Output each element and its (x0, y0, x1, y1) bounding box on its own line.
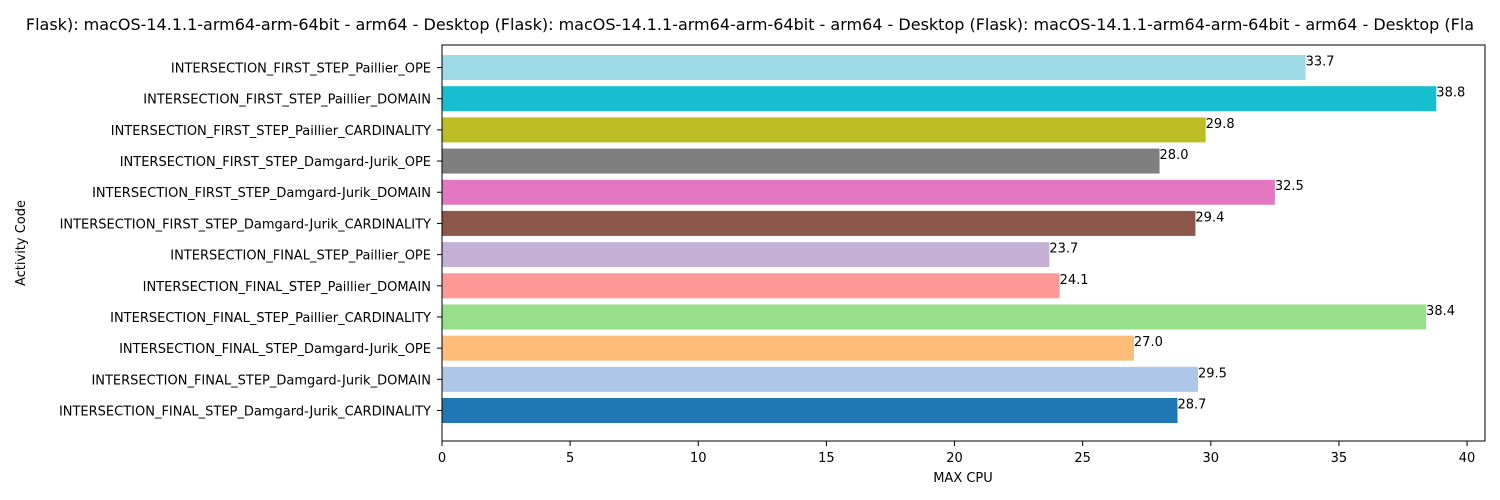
bar (442, 242, 1050, 268)
y-tick-label: INTERSECTION_FINAL_STEP_Paillier_DOMAIN (143, 280, 431, 295)
bars-group (442, 55, 1437, 423)
bar (442, 117, 1206, 143)
bar (442, 398, 1178, 423)
y-tick-label: INTERSECTION_FINAL_STEP_Paillier_OPE (170, 249, 431, 264)
bar-value-label: 24.1 (1060, 273, 1089, 288)
y-tick-label: INTERSECTION_FIRST_STEP_Paillier_CARDINA… (111, 124, 431, 139)
x-tick-label: 0 (438, 451, 446, 466)
bar-value-label: 28.7 (1177, 398, 1206, 413)
bar-value-label: 33.7 (1306, 55, 1335, 70)
plot-frame (441, 44, 1486, 442)
y-tick-label: INTERSECTION_FIRST_STEP_Damgard-Jurik_DO… (92, 186, 431, 201)
bar (442, 273, 1060, 299)
value-labels-group: 28.7 29.5 27.0 38.4 24.1 23.7 29.4 32.5 28.0 29.8… (1049, 55, 1465, 413)
bar (442, 210, 1196, 236)
bar-value-label: 38.8 (1436, 86, 1465, 101)
x-tick-label: 35 (1331, 451, 1348, 466)
bar (442, 335, 1134, 361)
y-tick-label: INTERSECTION_FIRST_STEP_Damgard-Jurik_OP… (120, 155, 431, 170)
bar-value-label: 28.0 (1160, 148, 1189, 163)
chart-title: Flask): macOS-14.1.1-arm64-arm-64bit - a… (26, 15, 1474, 34)
bar-value-label: 27.0 (1134, 335, 1163, 350)
x-tick-label: 5 (566, 451, 574, 466)
bar-value-label: 32.5 (1275, 179, 1304, 194)
bar-value-label: 29.8 (1206, 117, 1235, 132)
y-tick-label: INTERSECTION_FINAL_STEP_Damgard-Jurik_DO… (91, 373, 431, 388)
x-tick-label: 25 (1074, 451, 1091, 466)
bar-value-label: 23.7 (1049, 242, 1078, 257)
x-axis-label: MAX CPU (933, 471, 993, 486)
y-tick-label: INTERSECTION_FINAL_STEP_Damgard-Jurik_CA… (59, 405, 431, 420)
x-tick-label: 10 (690, 451, 707, 466)
y-tick-label: INTERSECTION_FIRST_STEP_Paillier_DOMAIN (143, 93, 431, 108)
y-tick-label: INTERSECTION_FIRST_STEP_Paillier_OPE (171, 62, 431, 77)
bar (442, 148, 1160, 174)
x-tick-label: 15 (818, 451, 835, 466)
bar-value-label: 38.4 (1426, 304, 1455, 319)
y-axis-label: Activity Code (14, 200, 29, 286)
x-tick-label: 40 (1459, 451, 1476, 466)
y-tick-label: INTERSECTION_FINAL_STEP_Paillier_CARDINA… (110, 311, 431, 326)
bar (442, 55, 1306, 81)
y-tick-label: INTERSECTION_FINAL_STEP_Damgard-Jurik_OP… (119, 342, 431, 357)
bar (442, 179, 1275, 205)
bar (442, 304, 1427, 330)
y-tick-label: INTERSECTION_FIRST_STEP_Damgard-Jurik_CA… (60, 217, 431, 232)
y-axis: INTERSECTION_FINAL_STEP_Damgard-Jurik_CA… (59, 62, 442, 420)
x-tick-label: 30 (1203, 451, 1220, 466)
x-tick-label: 20 (946, 451, 963, 466)
bar-value-label: 29.5 (1198, 366, 1227, 381)
bar-value-label: 29.4 (1195, 210, 1224, 225)
bar (442, 86, 1437, 112)
x-axis: 0 5 10 15 20 25 30 35 40 (438, 441, 1475, 466)
bar (442, 366, 1198, 392)
